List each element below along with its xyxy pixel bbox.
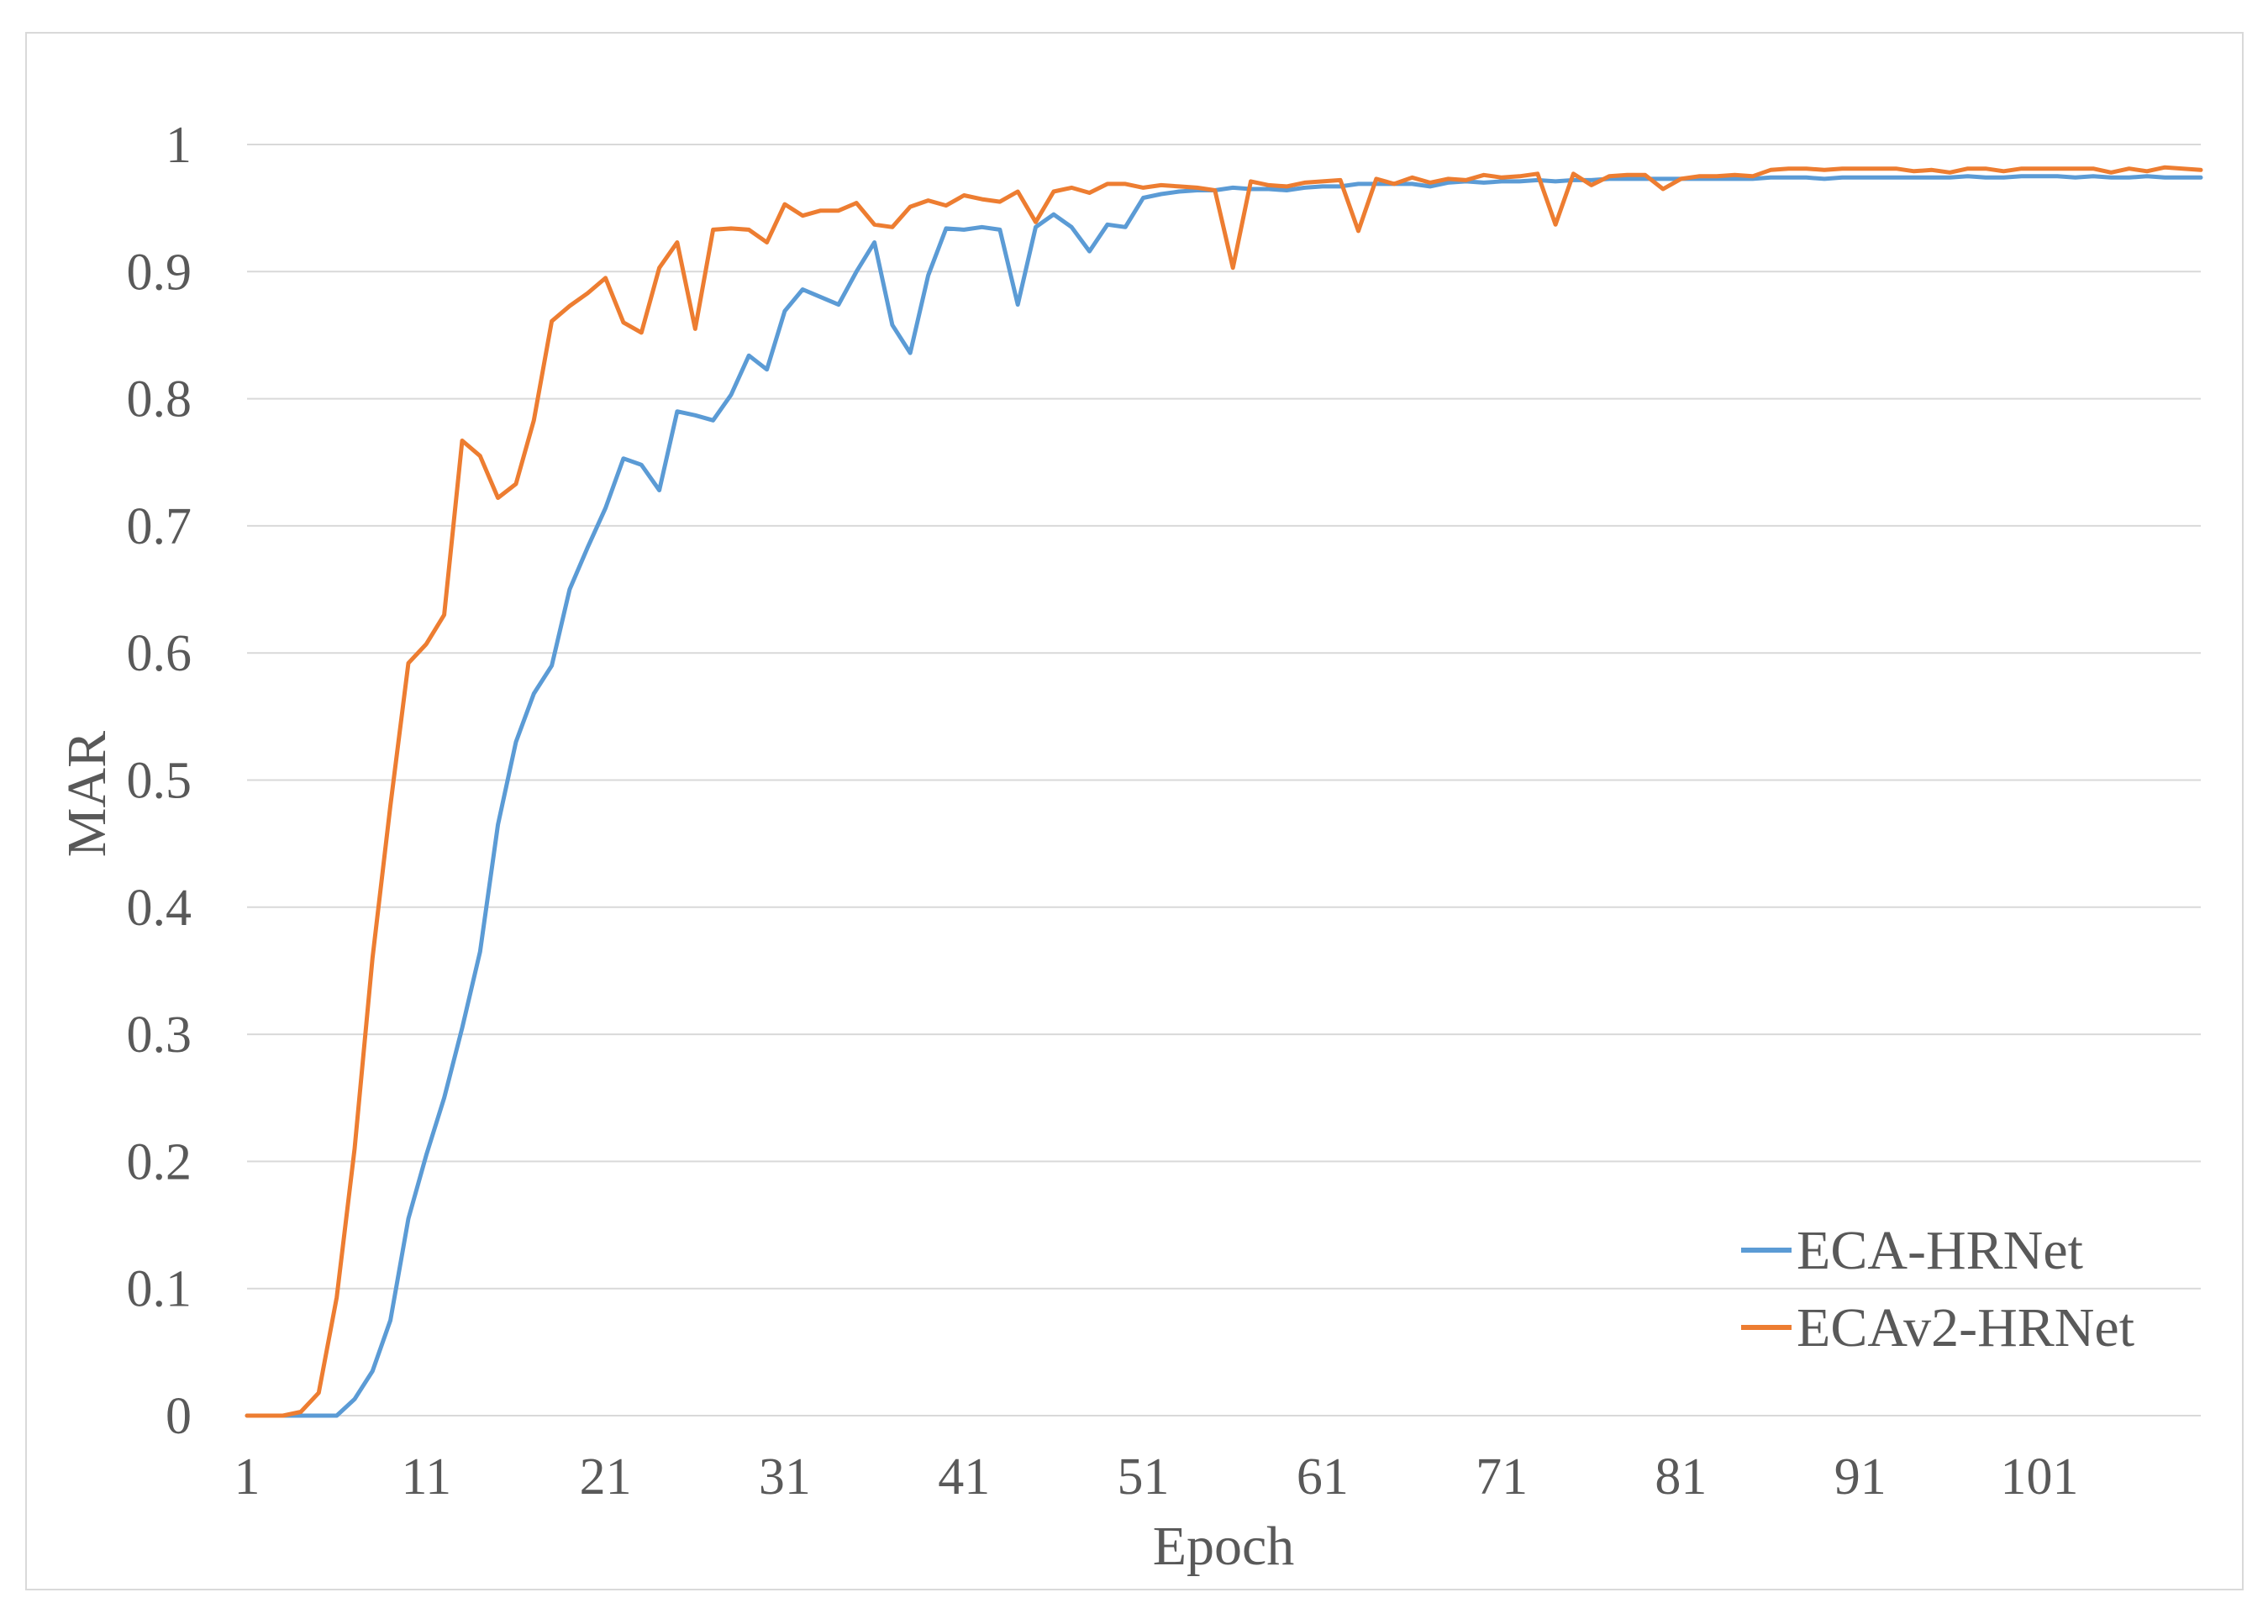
series-line-eca-hrnet — [245, 174, 2203, 1418]
x-tick-label: 1 — [234, 1448, 260, 1506]
x-tick-label: 71 — [1476, 1448, 1528, 1506]
legend-label-eca-hrnet: ECA-HRNet — [1797, 1220, 2083, 1281]
x-tick-label: 61 — [1297, 1448, 1349, 1506]
x-tick-label: 81 — [1655, 1448, 1707, 1506]
chart-frame: 0 0.1 0.2 0.3 0.4 0.5 0.6 0.7 0.8 0.9 1 1 11 21 31 41 5… — [25, 32, 2244, 1590]
y-tick-label: 0.1 — [127, 1261, 192, 1318]
y-tick-label: 0.4 — [127, 880, 192, 937]
x-axis-ticks: 1 11 21 31 41 51 61 71 81 91 101 — [234, 1448, 2079, 1506]
y-tick-label: 0 — [166, 1388, 192, 1445]
x-tick-label: 51 — [1118, 1448, 1170, 1506]
y-tick-label: 0.3 — [127, 1006, 192, 1064]
y-axis-title: MAR — [56, 731, 118, 857]
y-tick-label: 0.7 — [127, 498, 192, 555]
legend-label-ecav2-hrnet: ECAv2-HRNet — [1797, 1297, 2134, 1359]
x-tick-label: 21 — [580, 1448, 632, 1506]
y-tick-label: 0.2 — [127, 1133, 192, 1190]
x-tick-label: 101 — [2001, 1448, 2079, 1506]
y-tick-label: 0.5 — [127, 753, 192, 810]
series-line-ecav2-hrnet — [245, 165, 2203, 1418]
y-tick-label: 1 — [166, 117, 192, 174]
y-axis-ticks: 0 0.1 0.2 0.3 0.4 0.5 0.6 0.7 0.8 0.9 1 — [127, 117, 192, 1445]
x-axis-title: Epoch — [1153, 1516, 1295, 1577]
y-tick-label: 0.8 — [127, 371, 192, 428]
legend: ECA-HRNet ECAv2-HRNet — [1741, 1220, 2134, 1359]
x-tick-label: 91 — [1834, 1448, 1886, 1506]
x-tick-label: 31 — [759, 1448, 811, 1506]
series-lines — [245, 165, 2203, 1418]
y-tick-label: 0.9 — [127, 244, 192, 301]
y-tick-label: 0.6 — [127, 625, 192, 682]
x-tick-label: 41 — [938, 1448, 990, 1506]
x-tick-label: 11 — [401, 1448, 451, 1506]
gridlines — [247, 144, 2201, 1416]
line-chart: 00.10.20.30.40.50.60.70.80.91 1 11 21 31 41 5… — [56, 117, 2203, 1577]
